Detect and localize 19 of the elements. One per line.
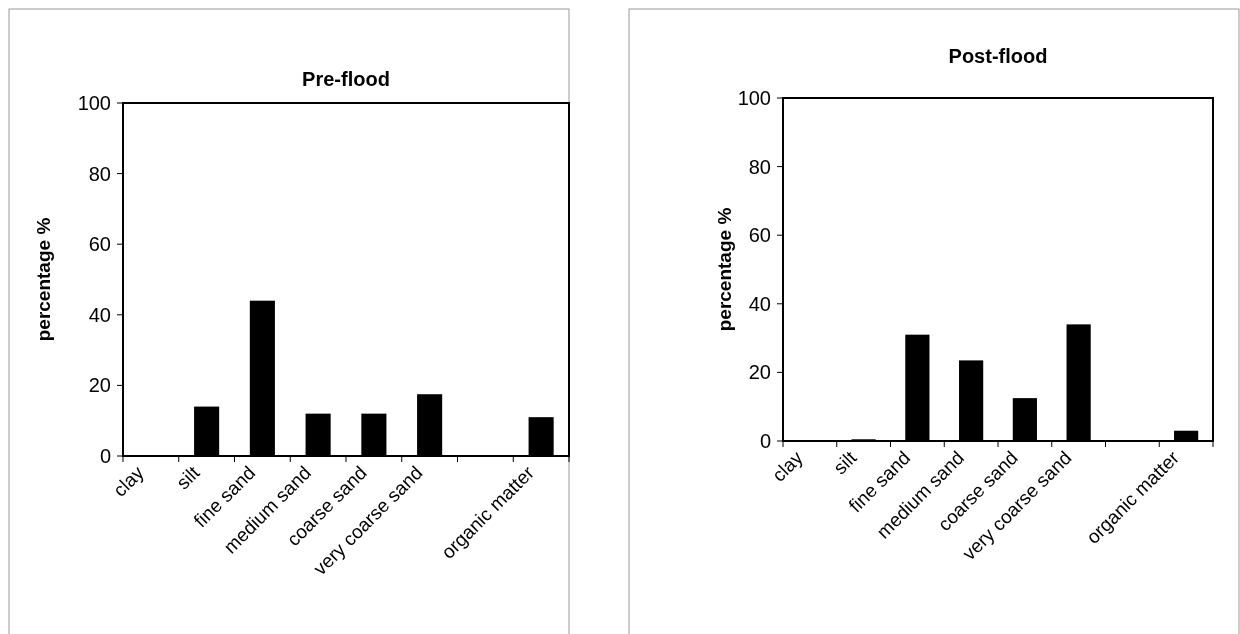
y-tick-label: 40: [88, 303, 111, 326]
y-axis-title: percentage %: [33, 217, 54, 342]
x-tick-label: silt: [829, 446, 861, 479]
y-tick-label: 60: [88, 233, 111, 256]
y-tick-label: 20: [88, 374, 111, 397]
y-tick-label: 0: [759, 430, 771, 452]
x-tick-label: clay: [108, 461, 149, 501]
y-tick-label: 80: [748, 155, 771, 178]
y-axis-title: percentage %: [714, 207, 735, 332]
y-tick-label: 20: [748, 361, 771, 384]
chart-title: Pre-flood: [302, 68, 390, 90]
y-tick-label: 60: [748, 224, 771, 247]
y-tick-label: 40: [748, 292, 771, 315]
chart-title: Post-flood: [948, 45, 1048, 67]
y-tick-label: 100: [737, 87, 771, 109]
y-tick-label: 0: [99, 445, 111, 467]
y-tick-label: 80: [88, 162, 111, 185]
x-tick-label: silt: [172, 461, 204, 494]
y-tick-label: 100: [77, 92, 111, 114]
